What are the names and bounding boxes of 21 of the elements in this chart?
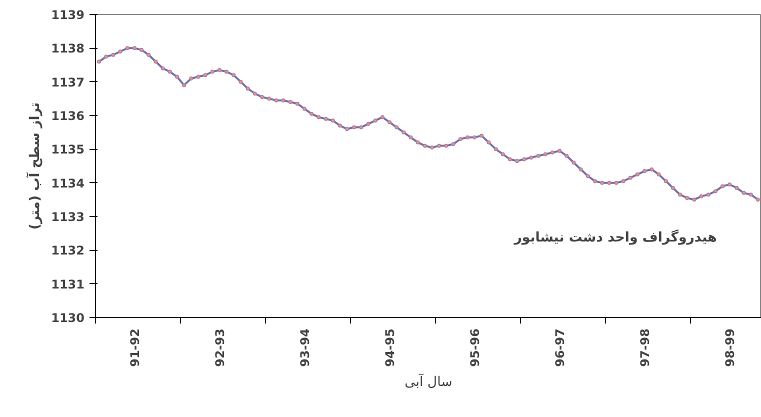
x-tick-label: 93-94 (298, 328, 312, 367)
y-tick-label: 1137 (51, 75, 85, 90)
y-axis-title: تراز سطح آب (متر) (26, 102, 44, 230)
y-tick-label: 1138 (51, 42, 85, 56)
y-tick-label: 1136 (51, 109, 85, 123)
x-tick-label: 94-95 (383, 328, 398, 367)
x-tick-label: 92-93 (212, 328, 227, 367)
x-tick-label: 91-92 (128, 328, 142, 367)
y-tick-label: 1139 (51, 8, 85, 22)
y-tick-label: 1130 (51, 311, 85, 325)
y-tick-label: 1132 (51, 244, 85, 258)
x-tick-label: 97-98 (638, 328, 652, 367)
y-tick-label: 1135 (51, 142, 85, 157)
x-tick-label: 95-96 (468, 328, 482, 367)
text: هیدروگراف واحد دشت نیشابور (513, 228, 717, 246)
y-tick-label: 1133 (51, 210, 85, 224)
x-axis-title: سال آبی (404, 372, 452, 390)
y-tick-label: 1131 (51, 277, 85, 292)
x-tick-label: 98-99 (723, 328, 738, 367)
y-tick-label: 1134 (51, 176, 85, 190)
x-tick-label: 96-97 (553, 328, 568, 367)
